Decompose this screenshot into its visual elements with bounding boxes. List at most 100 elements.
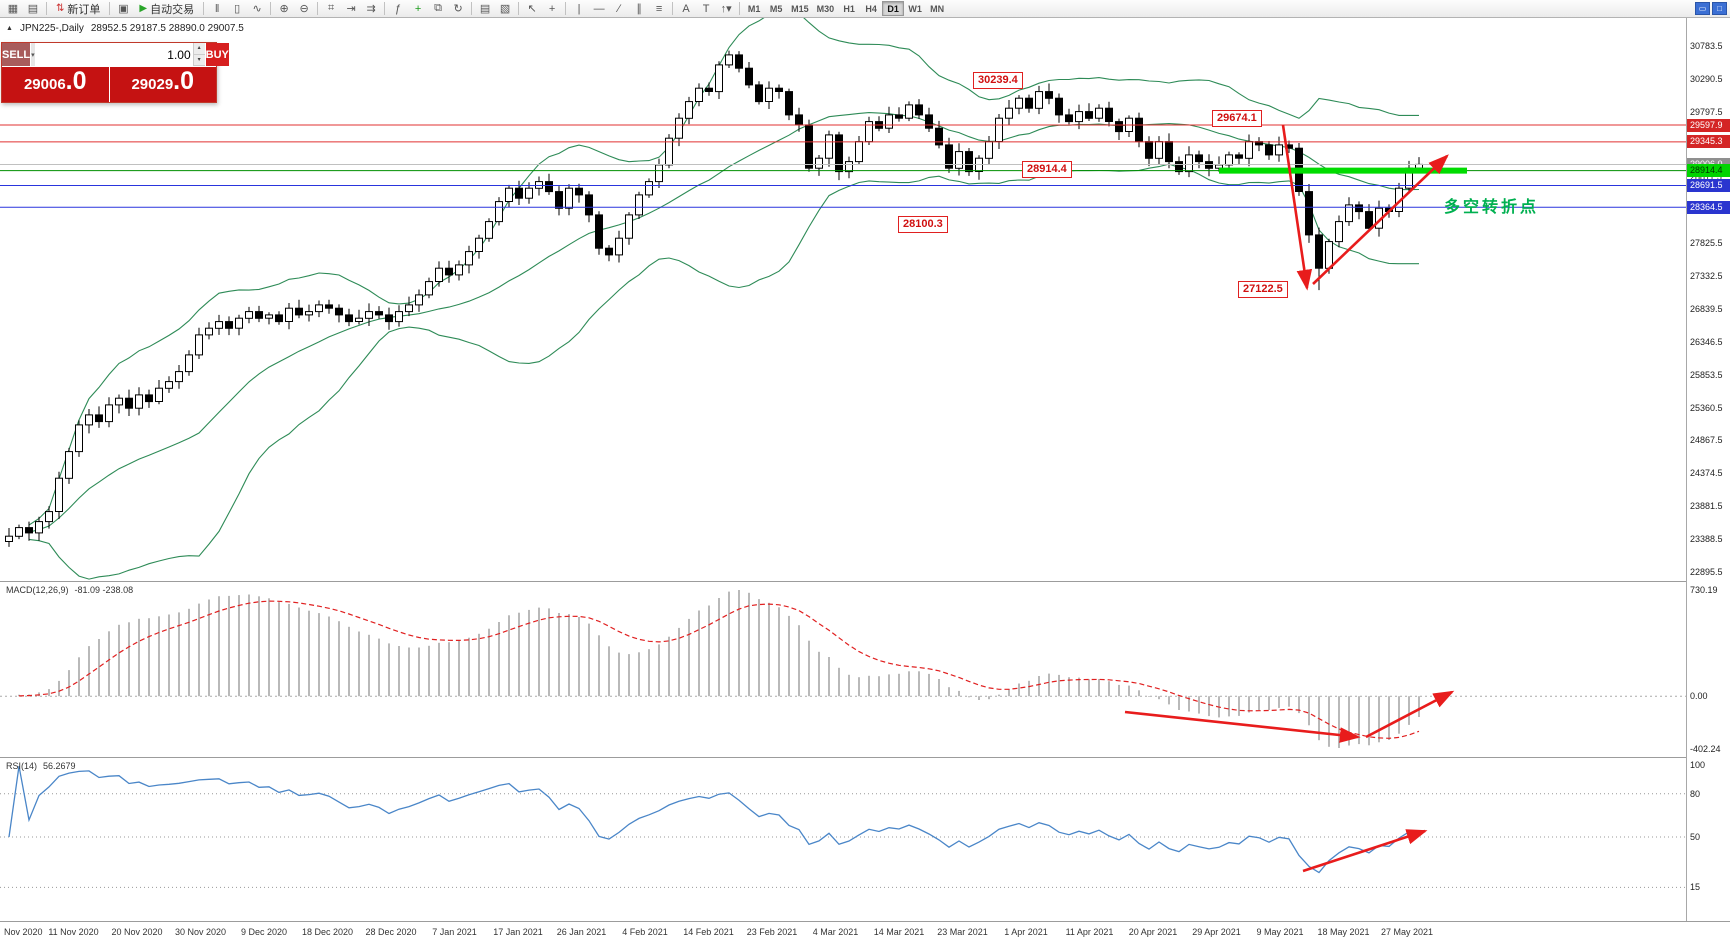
timeframe-m1-button[interactable]: M1 bbox=[747, 3, 761, 14]
add-indicator-icon[interactable]: + bbox=[414, 2, 422, 15]
candle-body bbox=[845, 161, 853, 173]
vertical-line-icon[interactable]: | bbox=[577, 2, 581, 15]
candle-body bbox=[1245, 141, 1253, 159]
new-order-button[interactable]: ⇅ 新订单 bbox=[50, 1, 106, 17]
price-callout-28914.4[interactable]: 28914.4 bbox=[1022, 161, 1072, 178]
price-callout-28100.3[interactable]: 28100.3 bbox=[898, 216, 948, 233]
candle-body bbox=[295, 307, 303, 316]
zoom-in-icon[interactable]: ⊕ bbox=[279, 3, 289, 15]
macd-scale-bottom: -402.24 bbox=[1690, 744, 1721, 754]
volume-dropdown-button[interactable]: ▾ bbox=[30, 43, 35, 66]
timeframe-mn-button[interactable]: MN bbox=[930, 3, 945, 14]
toolbar-separator bbox=[471, 2, 473, 15]
new-order-button-label: 新订单 bbox=[67, 3, 101, 16]
cursor-icon[interactable]: ↖ bbox=[527, 3, 537, 15]
volume-decrease-button[interactable]: ▾ bbox=[193, 54, 205, 66]
templates-icon[interactable]: ⧉ bbox=[434, 2, 443, 14]
trend-arrow[interactable] bbox=[1302, 829, 1428, 873]
timeframe-d1-button[interactable]: D1 bbox=[882, 1, 905, 16]
rsi-scale-50: 50 bbox=[1690, 832, 1701, 842]
timeframe-m5-button[interactable]: M5 bbox=[769, 3, 783, 14]
candle-body bbox=[205, 327, 213, 336]
candle-body bbox=[835, 134, 843, 173]
bar-chart-icon[interactable]: ‖ bbox=[214, 2, 220, 15]
chart-title: ▲ JPN225-,Daily 28952.5 29187.5 28890.0 … bbox=[6, 23, 244, 34]
price-callout-27122.5[interactable]: 27122.5 bbox=[1238, 281, 1288, 298]
text-label-icon[interactable]: T bbox=[702, 2, 710, 15]
macd-name: MACD(12,26,9) bbox=[6, 585, 69, 595]
document-icon[interactable]: ▧ bbox=[499, 3, 511, 15]
price-scale[interactable]: 30783.530290.529797.529304.528811.528318… bbox=[1686, 18, 1730, 921]
timeframe-w1-button[interactable]: W1 bbox=[908, 3, 922, 14]
candle-body bbox=[655, 164, 663, 183]
chart-window-icon[interactable]: ▣ bbox=[118, 3, 129, 15]
timeframe-m15-button[interactable]: M15 bbox=[791, 3, 809, 14]
channel-icon[interactable]: ∥ bbox=[636, 3, 642, 15]
candle-body bbox=[705, 87, 713, 92]
trend-arrow[interactable] bbox=[1312, 154, 1449, 285]
grid-icon[interactable]: ⌗ bbox=[327, 2, 335, 14]
annotation-text[interactable]: 多空转折点 bbox=[1444, 199, 1540, 216]
main-chart-pane[interactable] bbox=[0, 18, 1686, 581]
candle-body bbox=[1065, 114, 1073, 123]
refresh-icon[interactable]: ↻ bbox=[453, 3, 463, 15]
auto-scroll-icon[interactable]: ⇥ bbox=[346, 3, 356, 15]
macd-pane[interactable] bbox=[0, 582, 1686, 757]
buy-button[interactable]: BUY bbox=[205, 43, 229, 66]
buy-price-button[interactable]: 29029 .0 bbox=[109, 67, 216, 102]
candle-body bbox=[605, 247, 613, 256]
candle-body bbox=[815, 157, 823, 169]
candle-body bbox=[185, 354, 193, 373]
candle-body bbox=[1145, 141, 1153, 159]
price-callout-29674.1[interactable]: 29674.1 bbox=[1212, 110, 1262, 127]
window-restore-icon[interactable]: ▭ bbox=[1695, 2, 1710, 15]
timeframe-m30-button[interactable]: M30 bbox=[816, 3, 835, 14]
price-callout-30239.4[interactable]: 30239.4 bbox=[973, 72, 1023, 89]
candle-body bbox=[565, 187, 573, 209]
candle-body bbox=[15, 527, 23, 537]
time-scale[interactable]: Nov 2020 11 Nov 2020 20 Nov 2020 30 Nov 202… bbox=[0, 922, 1686, 943]
candlestick-chart-icon[interactable]: ▯ bbox=[234, 3, 241, 15]
fibonacci-icon[interactable]: ≡ bbox=[655, 2, 663, 15]
text-icon[interactable]: A bbox=[682, 2, 690, 15]
zoom-out-icon[interactable]: ⊖ bbox=[299, 3, 309, 15]
trend-arrow[interactable] bbox=[1365, 690, 1455, 739]
data-window-icon[interactable]: ▤ bbox=[479, 3, 491, 15]
candle-body bbox=[1135, 117, 1143, 142]
auto-trading-button[interactable]: ▶ 自动交易 bbox=[133, 1, 200, 17]
pane-separator[interactable] bbox=[0, 757, 1730, 758]
trend-arrow[interactable] bbox=[1124, 710, 1361, 743]
pane-separator[interactable] bbox=[0, 581, 1730, 582]
date-label: 20 Apr 2021 bbox=[1128, 927, 1178, 937]
candle-body bbox=[965, 151, 973, 173]
timeframe-h4-button[interactable]: H4 bbox=[865, 3, 877, 14]
sell-button[interactable]: SELL bbox=[2, 43, 31, 66]
rsi-scale-80: 80 bbox=[1690, 789, 1701, 799]
candle-body bbox=[135, 394, 143, 409]
crosshair-icon[interactable]: + bbox=[548, 2, 556, 15]
rsi-pane[interactable] bbox=[0, 758, 1686, 921]
volume-input[interactable] bbox=[35, 43, 193, 66]
candle-body bbox=[195, 334, 203, 356]
candle-body bbox=[115, 397, 123, 406]
date-label: Nov 2020 bbox=[4, 927, 43, 937]
chart-shift-icon[interactable]: ⇉ bbox=[366, 3, 376, 15]
line-chart-icon[interactable]: ∿ bbox=[252, 3, 262, 15]
trend-arrow[interactable] bbox=[1281, 124, 1313, 291]
timeframe-h1-button[interactable]: H1 bbox=[843, 3, 855, 14]
date-label: 11 Nov 2020 bbox=[48, 927, 99, 937]
arrows-icon[interactable]: ↑▾ bbox=[720, 3, 732, 15]
candle-body bbox=[735, 54, 743, 69]
collapse-icon[interactable]: ▲ bbox=[6, 25, 13, 32]
sell-price-button[interactable]: 29006 .0 bbox=[2, 67, 109, 102]
chart-profiles-icon[interactable]: ▤ bbox=[27, 3, 39, 15]
volume-increase-button[interactable]: ▴ bbox=[193, 43, 205, 55]
candle-body bbox=[1345, 204, 1353, 223]
buy-price-frac: .0 bbox=[173, 67, 195, 95]
price-tick-label: 23388.5 bbox=[1690, 534, 1723, 544]
horizontal-line-icon[interactable]: — bbox=[593, 2, 605, 15]
trendline-icon[interactable]: ∕ bbox=[618, 2, 621, 15]
window-menu-icon[interactable]: □ bbox=[1712, 2, 1727, 15]
new-chart-icon[interactable]: ▦ bbox=[7, 3, 19, 15]
indicators-icon[interactable]: ƒ bbox=[395, 2, 402, 15]
